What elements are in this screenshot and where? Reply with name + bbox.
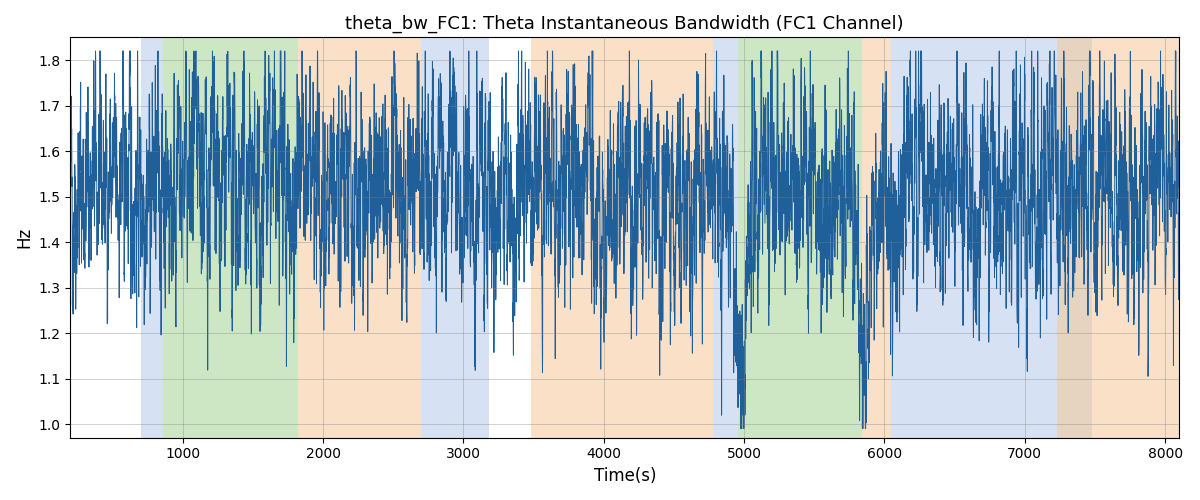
X-axis label: Time(s): Time(s) bbox=[594, 467, 656, 485]
Bar bbox=[1057, 38, 1180, 438]
Title: theta_bw_FC1: Theta Instantaneous Bandwidth (FC1 Channel): theta_bw_FC1: Theta Instantaneous Bandwi… bbox=[346, 15, 904, 34]
Bar bbox=[862, 38, 892, 438]
Bar bbox=[298, 38, 421, 438]
Bar bbox=[713, 38, 738, 438]
Bar bbox=[738, 38, 862, 438]
Bar bbox=[530, 38, 713, 438]
Bar bbox=[163, 38, 298, 438]
Y-axis label: Hz: Hz bbox=[14, 227, 32, 248]
Bar bbox=[140, 38, 163, 438]
Bar bbox=[1057, 38, 1092, 438]
Bar bbox=[421, 38, 488, 438]
Bar bbox=[892, 38, 1057, 438]
